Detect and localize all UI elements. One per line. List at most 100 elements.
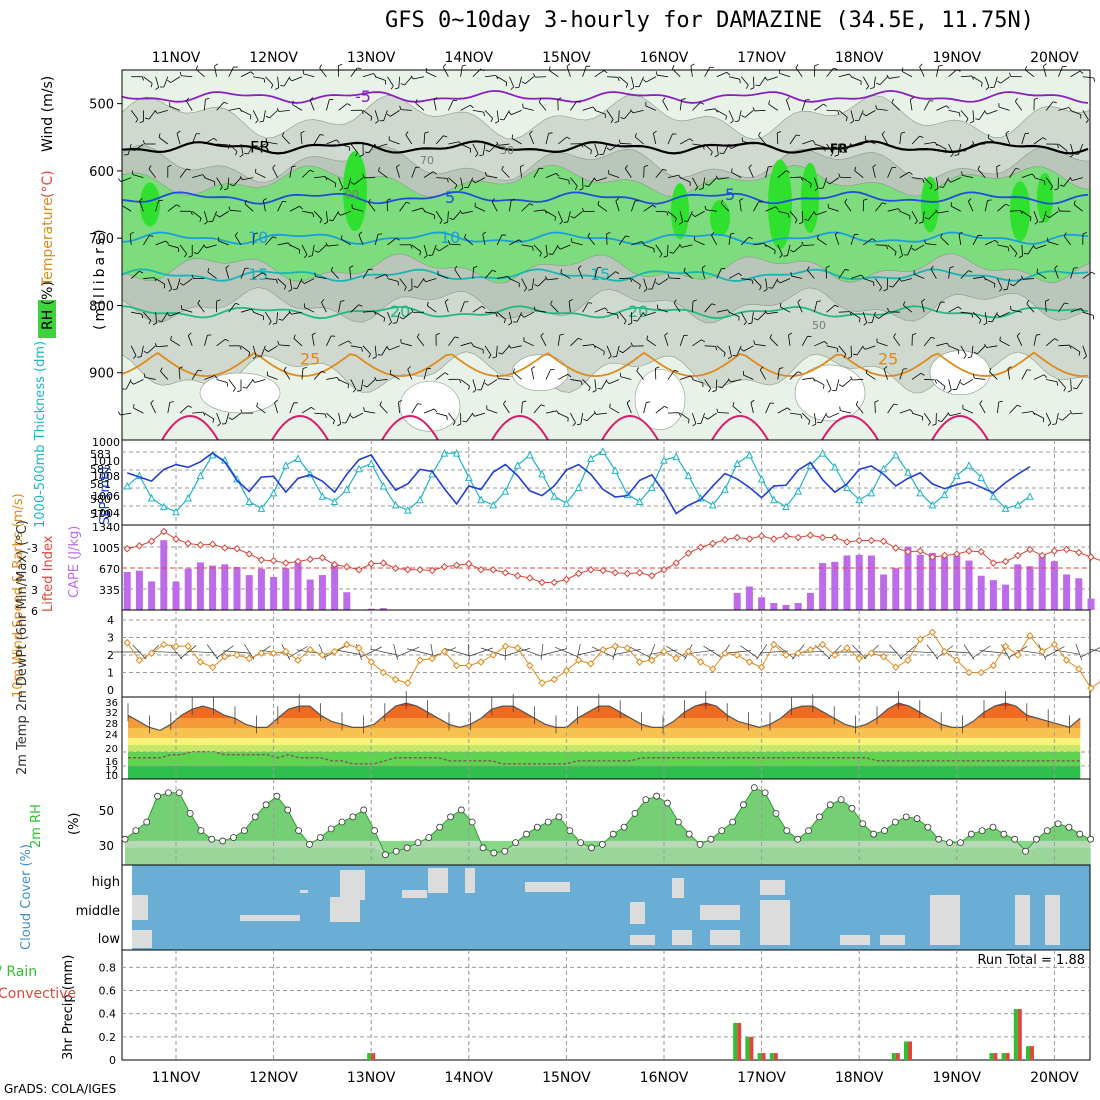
surface-wind-barb [370, 648, 397, 656]
wind-barb [340, 235, 343, 240]
wind-barb [710, 151, 713, 156]
cloud-cell [132, 930, 152, 948]
rh2m-point [1011, 835, 1019, 843]
wind-barb [667, 370, 675, 380]
wind-barb [288, 310, 292, 315]
wind-barb [511, 199, 516, 201]
upper-air-ylabel-part: RH (%) [40, 281, 56, 330]
wind-barb [1013, 278, 1023, 287]
rh2m-tick-label: 50 [99, 804, 114, 818]
wind-barb [277, 76, 280, 88]
wind-barb [779, 278, 791, 284]
upper-air-tick-label: 900 [89, 367, 114, 382]
wind-barb [494, 120, 499, 124]
wind-barb [338, 63, 343, 67]
wind-barb [1032, 245, 1037, 249]
thickness-point [916, 488, 925, 497]
wind-barb [754, 109, 766, 112]
wind-barb [816, 210, 827, 216]
wind-barb [836, 348, 839, 353]
wind-barb [435, 332, 440, 336]
thickness-point [196, 471, 205, 480]
wind-barb [338, 301, 341, 313]
wind-barb [728, 233, 731, 245]
lifted-index-point [745, 535, 754, 543]
wind-barb [219, 210, 230, 218]
wind-barb [422, 278, 426, 283]
wind-barb [167, 164, 172, 168]
wind-barb [797, 299, 801, 303]
wind-barb [619, 372, 622, 377]
wind-barb [833, 67, 838, 70]
date-label-top: 20NOV [1030, 50, 1079, 66]
precip-tick-label: 0.4 [99, 1008, 117, 1021]
wind10m-point [489, 651, 497, 659]
wind-barb [326, 139, 337, 145]
wind10m-point [989, 661, 998, 670]
wind-barb [358, 304, 363, 307]
wind-barb [834, 234, 840, 246]
rh2m-point [523, 830, 530, 838]
wind-barb [314, 250, 319, 253]
wind-barb [158, 137, 169, 145]
wind-barb [197, 369, 203, 372]
wind-barb [739, 198, 744, 201]
wind-barb [597, 204, 608, 212]
rh2m-point [707, 835, 715, 843]
wind-barb [584, 185, 589, 188]
wind-barb [512, 368, 516, 373]
temp-band [128, 728, 1081, 738]
wind-barb [594, 143, 599, 155]
wind-barb [545, 369, 552, 380]
wind-barb [973, 351, 978, 355]
rh2m-point [989, 823, 997, 831]
wind-barb [155, 312, 157, 324]
wind-barb [570, 177, 578, 187]
wind-barb [646, 339, 657, 347]
wind-barb [606, 345, 612, 357]
wind-barb [228, 66, 234, 77]
wind-barb [155, 76, 160, 88]
thickness-point [672, 452, 681, 461]
wind-barb [1076, 379, 1084, 389]
rh2m-point [664, 799, 671, 807]
date-label-top: 11NOV [152, 50, 201, 66]
wind-barb [793, 244, 803, 253]
wind-barb [483, 111, 485, 117]
wind-barb [728, 272, 739, 279]
wind-barb [679, 243, 683, 248]
surface-wind-barb [759, 650, 788, 654]
wind-barb [231, 412, 242, 421]
thickness-point [879, 464, 888, 473]
wind-barb [862, 113, 867, 117]
wind-barb [259, 120, 264, 123]
wind-barb [826, 345, 838, 349]
wind-barb [1010, 309, 1022, 313]
wind-barb [669, 251, 674, 254]
wind-barb [454, 265, 458, 270]
wind-barb [178, 368, 181, 380]
rh-90-cell [671, 183, 689, 240]
wind-barb [679, 99, 683, 111]
wind-barb [390, 85, 394, 90]
wind-barb [482, 231, 487, 235]
rh2m-point [967, 830, 975, 838]
wind-barb [191, 274, 194, 279]
temp-band [128, 738, 1081, 745]
wind-barb [601, 379, 608, 390]
wind-barb [374, 376, 377, 381]
wind-barb [578, 337, 583, 341]
wind-barb [814, 187, 819, 191]
wind-barb [154, 109, 158, 114]
rh2m-ylabel: 2m RH [29, 804, 44, 848]
wind-barb [132, 174, 144, 179]
surface-wind-barb [541, 648, 567, 656]
wind-barb [355, 152, 358, 157]
wind-barb [350, 67, 358, 77]
date-label-bottom: 19NOV [932, 1070, 981, 1086]
wind-barb [609, 403, 611, 408]
slp-tick-label: 1000 [92, 436, 120, 449]
wind-barb [775, 206, 779, 210]
wind-barb [521, 81, 526, 84]
wind-barb [716, 408, 719, 413]
